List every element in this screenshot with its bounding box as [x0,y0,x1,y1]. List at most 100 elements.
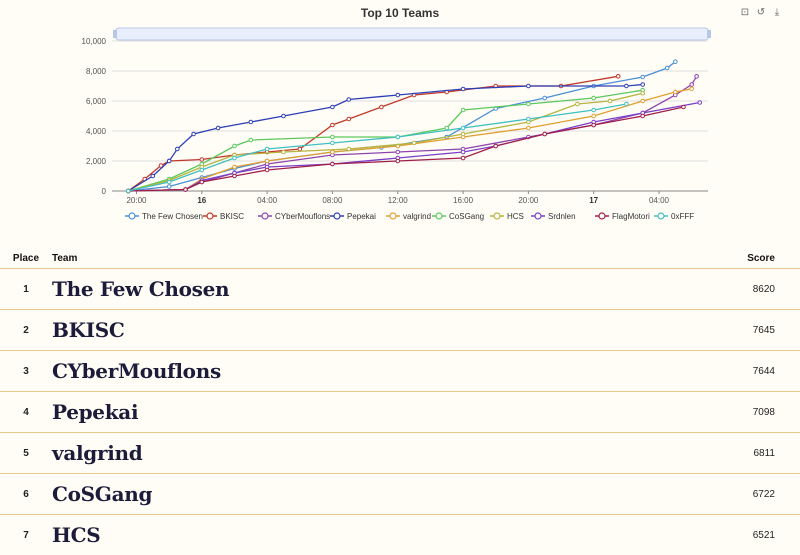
legend-marker [390,213,396,219]
row-place: 2 [0,310,52,351]
table-header-row: Place Team Score [0,248,800,269]
row-score: 6811 [715,433,800,474]
table-row: 1 The Few Chosen 8620 [0,269,800,310]
row-team: The Few Chosen [52,269,715,310]
team-name[interactable]: valgrind [52,441,142,465]
legend-marker [436,213,442,219]
data-point [543,96,547,100]
team-name[interactable]: CYberMouflons [52,359,221,383]
data-point [641,91,645,95]
legend-label: CYberMouflons [275,212,330,221]
data-point [527,117,531,121]
data-point [331,123,335,127]
legend-label: valgrind [403,212,431,221]
data-point [461,150,465,154]
y-tick-label: 2,000 [86,157,107,166]
row-place: 3 [0,351,52,392]
data-point [641,114,645,118]
data-point [200,180,204,184]
data-point [282,150,286,154]
table-row: 2 BKISC 7645 [0,310,800,351]
row-score: 8620 [715,269,800,310]
data-point [494,144,498,148]
row-place: 5 [0,433,52,474]
data-point [527,84,531,88]
row-score: 6722 [715,474,800,515]
data-point [674,90,678,94]
data-point [641,75,645,79]
data-point [176,147,180,151]
data-point [461,156,465,160]
row-team: valgrind [52,433,715,474]
header-place: Place [0,248,52,269]
zoom-icon[interactable]: ⊡ [740,8,750,18]
row-place: 1 [0,269,52,310]
team-name[interactable]: Pepekai [52,400,138,424]
data-point [461,108,465,112]
x-tick-label: 20:00 [126,196,147,205]
row-team: CoSGang [52,474,715,515]
y-tick-label: 6,000 [86,97,107,106]
legend-marker [129,213,135,219]
row-score: 7644 [715,351,800,392]
row-place: 6 [0,474,52,515]
data-point [265,168,269,172]
y-tick-label: 4,000 [86,127,107,136]
x-tick-label: 12:00 [388,196,409,205]
data-point [461,132,465,136]
legend-label: Srdnlen [548,212,576,221]
data-point [151,174,155,178]
data-point [412,141,416,145]
x-tick-label: 20:00 [518,196,539,205]
team-name[interactable]: BKISC [52,318,125,342]
data-point [616,75,620,79]
data-point [682,105,686,109]
data-point [249,120,253,124]
team-name[interactable]: The Few Chosen [52,277,229,301]
data-point [396,135,400,139]
chart-svg: Top 10 Teams02,0004,0006,0008,00010,0002… [0,0,800,225]
table-row: 5 valgrind 6811 [0,433,800,474]
series-line [128,89,691,191]
data-point [216,126,220,130]
restore-icon[interactable]: ↺ [756,8,766,18]
header-score: Score [715,248,800,269]
data-point [331,162,335,166]
legend-label: BKISC [220,212,244,221]
x-tick-label: 08:00 [322,196,343,205]
data-point [200,168,204,172]
legend-marker [535,213,541,219]
row-score: 7645 [715,310,800,351]
legend-marker [207,213,213,219]
row-team: HCS [52,515,715,555]
legend-label: Pepekai [347,212,376,221]
data-point [380,105,384,109]
data-point [233,144,237,148]
data-point [695,75,699,79]
data-point [265,159,269,163]
data-point [396,150,400,154]
data-point [527,102,531,106]
download-icon[interactable]: ⤓ [772,8,782,18]
data-point [592,123,596,127]
data-point [576,102,580,106]
zoom-slider [115,28,709,40]
series-line [128,103,700,192]
team-name[interactable]: CoSGang [52,482,152,506]
data-point [690,83,694,87]
scoreboard-table: Place Team Score 1 The Few Chosen 8620 2… [0,248,800,555]
row-place: 7 [0,515,52,555]
row-place: 4 [0,392,52,433]
data-point [233,174,237,178]
data-point [698,101,702,105]
legend-label: The Few Chosen [142,212,203,221]
team-name[interactable]: HCS [52,523,100,547]
data-point [347,117,351,121]
row-score: 7098 [715,392,800,433]
x-tick-label: 04:00 [257,196,278,205]
legend-label: 0xFFF [671,212,694,221]
data-point [625,102,629,106]
table-row: 6 CoSGang 6722 [0,474,800,515]
legend-marker [599,213,605,219]
